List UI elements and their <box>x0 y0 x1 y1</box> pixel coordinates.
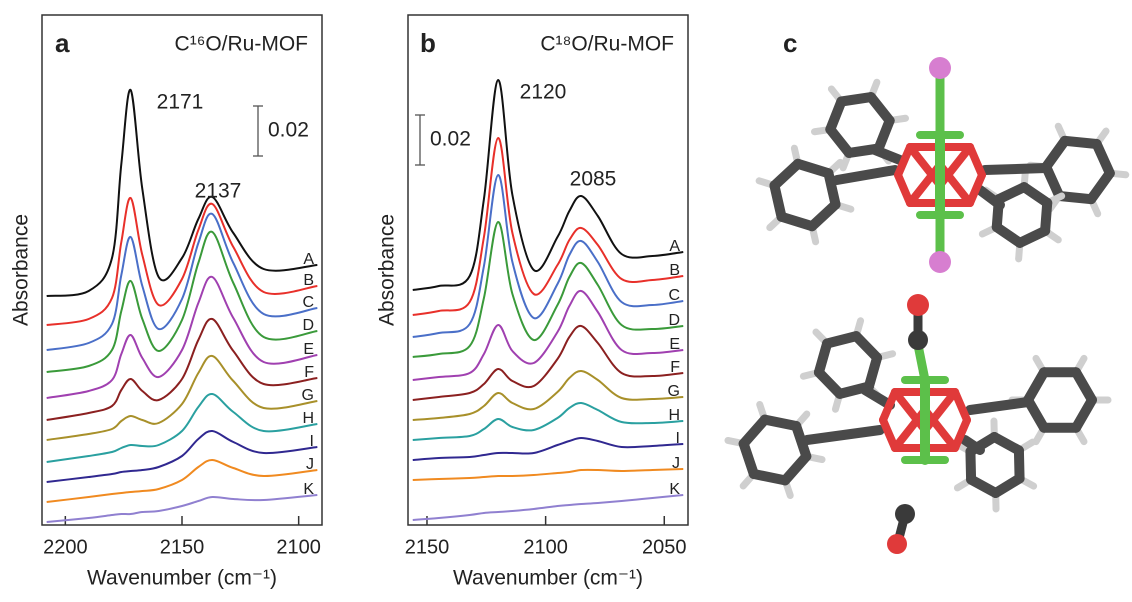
spectrum-line <box>413 403 684 440</box>
scale-bar-label: 0.02 <box>268 119 309 142</box>
series-label: K <box>303 481 314 498</box>
atom <box>907 294 929 316</box>
bond <box>883 420 895 448</box>
x-tick-label: 2200 <box>43 536 88 558</box>
peak-label: 2120 <box>520 81 567 104</box>
spectrum-line <box>413 222 684 357</box>
page: c 220021502100ABCDEFGHIJK217121370.02aC¹… <box>0 0 1132 597</box>
series-label: E <box>303 341 314 358</box>
bond <box>898 175 910 203</box>
series-label: C <box>668 287 680 304</box>
x-tick-label: 2150 <box>160 536 205 558</box>
scale-bar-label: 0.02 <box>430 128 471 151</box>
spectrum-line <box>413 469 684 480</box>
series-label: D <box>668 312 680 329</box>
series-label: F <box>304 364 314 381</box>
bond <box>869 358 877 387</box>
spectrum-line <box>47 214 318 350</box>
spectrum-line <box>413 138 684 315</box>
spectrum-line <box>47 198 318 325</box>
spectrum-line <box>413 80 684 290</box>
panel-label: a <box>55 28 70 58</box>
series-label: D <box>302 317 314 334</box>
series-label: B <box>669 262 680 279</box>
series-label: C <box>302 294 314 311</box>
series-label: G <box>302 387 314 404</box>
bond <box>918 345 925 380</box>
atom <box>929 251 951 273</box>
spectrum-line <box>413 438 684 460</box>
spectrum-line <box>47 356 318 440</box>
series-label: I <box>310 433 314 450</box>
x-tick-label: 2050 <box>642 536 687 558</box>
atom <box>929 57 951 79</box>
x-tick-label: 2150 <box>405 536 450 558</box>
panel-title: C¹⁸O/Ru-MOF <box>540 33 674 56</box>
series-label: H <box>668 407 680 424</box>
series-label: B <box>303 272 314 289</box>
series-label: K <box>669 481 680 498</box>
spectrum-line <box>413 495 684 520</box>
bond <box>807 430 880 440</box>
figure: c 220021502100ABCDEFGHIJK217121370.02aC¹… <box>0 0 1132 597</box>
panel-label: c <box>783 28 797 58</box>
bond <box>970 175 982 203</box>
bond <box>985 168 1046 170</box>
series-label: J <box>306 456 314 473</box>
bond <box>980 190 1000 205</box>
bond <box>1019 450 1020 478</box>
panel-label: b <box>420 28 436 58</box>
bond <box>879 121 890 149</box>
series-label: J <box>672 455 680 472</box>
panel-title: C¹⁶O/Ru-MOF <box>175 33 308 56</box>
series-label: A <box>303 251 314 268</box>
x-tick-label: 2100 <box>276 536 321 558</box>
molecule-images <box>728 57 1126 554</box>
series-label: H <box>302 410 314 427</box>
y-axis-label: Absorbance <box>10 214 33 326</box>
bond <box>1076 372 1092 400</box>
series-label: F <box>670 359 680 376</box>
bond <box>875 150 900 160</box>
spectrum-line <box>47 460 318 502</box>
series-label: A <box>669 238 680 255</box>
series-label: E <box>669 336 680 353</box>
bond <box>970 402 1028 410</box>
peak-label: 2085 <box>570 168 617 191</box>
bond <box>970 147 982 175</box>
series-label: I <box>676 430 680 447</box>
x-tick-label: 2100 <box>523 536 568 558</box>
peak-label: 2137 <box>195 180 242 203</box>
atom <box>887 534 907 554</box>
bond <box>955 392 967 420</box>
peak-label: 2171 <box>157 91 204 114</box>
bond <box>898 147 910 175</box>
spectrum-line <box>413 326 684 400</box>
bond <box>1045 203 1047 231</box>
x-axis-label: Wavenumber (cm⁻¹) <box>87 567 277 590</box>
atom <box>895 504 915 524</box>
bond <box>837 170 895 180</box>
y-axis-label: Absorbance <box>376 214 399 326</box>
series-label: G <box>668 383 680 400</box>
x-axis-label: Wavenumber (cm⁻¹) <box>453 567 643 590</box>
bond <box>1097 144 1110 173</box>
atom <box>908 330 928 350</box>
